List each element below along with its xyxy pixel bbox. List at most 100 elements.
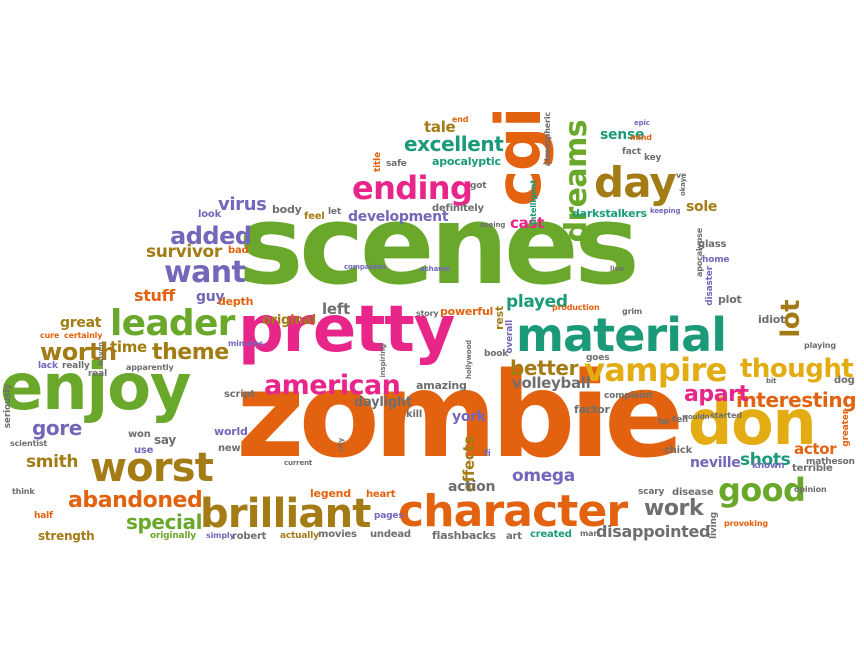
word-want: want — [164, 255, 246, 290]
word-living: living — [709, 512, 719, 539]
word-ve: ve — [676, 171, 687, 180]
word-depth: depth — [218, 295, 254, 308]
word-keeping: keeping — [650, 207, 681, 215]
word-key: key — [644, 153, 662, 163]
word-powerful: powerful — [440, 305, 494, 318]
word-guy: guy — [196, 289, 225, 305]
word-actually: actually — [280, 531, 319, 541]
word-worth: worth — [40, 338, 117, 366]
word-enjoy: enjoy — [0, 351, 191, 425]
word-art: art — [506, 531, 522, 542]
word-intelligent: intelligent — [529, 180, 538, 225]
word-greater: greater — [841, 410, 851, 447]
word-better: better — [510, 356, 579, 380]
word-started: started — [710, 411, 742, 420]
word-daylight: daylight — [354, 395, 412, 410]
word-live: live — [610, 265, 624, 273]
word-kill: kill — [406, 409, 423, 420]
word-scary: scary — [638, 487, 665, 497]
word-legend: legend — [310, 487, 351, 500]
word-zombie: zombie — [236, 346, 684, 484]
word-look: look — [198, 209, 222, 220]
word-leader: leader — [110, 303, 235, 344]
word-book: book — [484, 349, 509, 359]
word-disaster: disaster — [705, 266, 715, 306]
word-good: good — [718, 471, 806, 509]
word-use: use — [134, 445, 154, 456]
word-think: think — [12, 487, 35, 496]
word-minutes: minutes — [228, 339, 264, 348]
word-end: end — [452, 115, 469, 124]
word-great: great — [60, 315, 102, 331]
word-really: really — [62, 361, 90, 371]
word-script: script — [224, 389, 255, 400]
word-work: work — [644, 496, 704, 521]
word-actor: actor — [794, 440, 837, 458]
word-terrible: terrible — [792, 463, 833, 474]
word-epic: epic — [634, 119, 650, 127]
word-ashame: ashame — [420, 265, 450, 273]
word-opinion: opinion — [794, 485, 827, 494]
word-volleyball: volleyball — [512, 374, 591, 392]
word-current: current — [284, 459, 313, 467]
word-known: known — [752, 461, 785, 471]
word-won: won — [128, 429, 151, 440]
word-apocalypse: apocalypse — [695, 228, 704, 278]
word-half: half — [34, 511, 53, 521]
word-man: man — [580, 529, 599, 538]
word-apart: apart — [684, 382, 749, 407]
word-city: city — [337, 438, 345, 452]
word-shots: shots — [740, 450, 791, 470]
word-definitely: definitely — [432, 203, 484, 214]
word-certainly: certainly — [64, 331, 103, 340]
word-goes: goes — [586, 353, 610, 363]
word-new: new — [218, 443, 241, 454]
word-plot: plot — [718, 293, 742, 306]
word-got: got — [470, 181, 487, 191]
word-grim: grim — [622, 307, 643, 316]
word-worst: worst — [90, 445, 214, 491]
word-bad: bad — [228, 245, 249, 256]
word-sense: sense — [600, 127, 645, 143]
word-flashbacks: flashbacks — [432, 529, 496, 542]
word-created: created — [530, 529, 572, 540]
word-let: let — [328, 207, 341, 217]
word-rest: rest — [493, 306, 506, 330]
word-scenes: scenes — [238, 181, 640, 309]
word-fact: fact — [622, 147, 641, 157]
word-stuff: stuff — [134, 286, 175, 305]
word-fi: fi — [484, 449, 491, 459]
word-survivor: survivor — [146, 242, 222, 262]
word-production: production — [552, 303, 600, 312]
word-say: say — [154, 433, 176, 447]
word-left: left — [322, 300, 350, 318]
word-hollywood: hollywood — [465, 340, 473, 379]
word-special: special — [126, 510, 203, 534]
word-couldn: couldn — [684, 413, 710, 421]
word-omega: omega — [512, 466, 575, 486]
word-added: added — [170, 222, 252, 250]
word-real: real — [88, 369, 107, 379]
word-tell: tell — [672, 415, 688, 425]
word-sole: sole — [686, 199, 718, 215]
word-haven: haven — [97, 342, 105, 366]
word-day: day — [594, 158, 677, 207]
word-title: title — [373, 152, 383, 172]
word-material: material — [516, 308, 727, 362]
word-lack: lack — [38, 361, 58, 371]
word-thought: thought — [740, 354, 854, 384]
word-brilliant: brilliant — [200, 491, 371, 537]
word-beach: beach — [318, 395, 351, 406]
word-tale: tale — [424, 118, 456, 136]
word-pages: pages — [374, 511, 404, 521]
word-simply: simply — [206, 531, 235, 540]
word-development: development — [348, 209, 449, 225]
word-ending: ending — [352, 169, 473, 207]
word-safe: safe — [386, 159, 407, 169]
word-factor: factor — [574, 403, 610, 416]
word-chick: chick — [664, 445, 693, 456]
word-gore: gore — [32, 416, 82, 440]
word-time: time — [110, 338, 147, 356]
word-heart: heart — [366, 489, 396, 500]
